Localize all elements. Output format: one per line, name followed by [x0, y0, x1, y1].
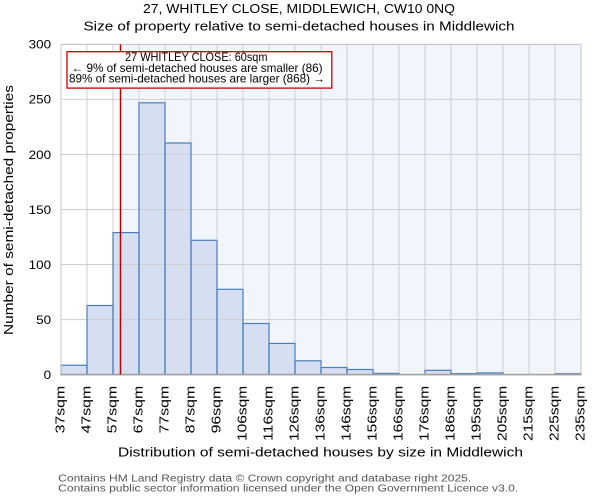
svg-text:186sqm: 186sqm — [444, 386, 458, 441]
svg-text:100: 100 — [29, 258, 52, 272]
svg-text:96sqm: 96sqm — [210, 386, 224, 434]
svg-text:106sqm: 106sqm — [236, 386, 250, 441]
svg-text:57sqm: 57sqm — [106, 386, 120, 434]
svg-text:250: 250 — [29, 93, 52, 107]
svg-text:116sqm: 116sqm — [262, 386, 276, 441]
svg-text:27, WHITLEY CLOSE, MIDDLEWICH,: 27, WHITLEY CLOSE, MIDDLEWICH, CW10 0NQ — [143, 2, 455, 16]
svg-text:300: 300 — [29, 38, 52, 52]
svg-text:166sqm: 166sqm — [392, 386, 406, 441]
svg-text:205sqm: 205sqm — [496, 386, 510, 441]
svg-text:126sqm: 126sqm — [288, 386, 302, 441]
svg-text:← 9% of semi-detached houses a: ← 9% of semi-detached houses are smaller… — [72, 61, 323, 75]
svg-text:136sqm: 136sqm — [314, 386, 328, 441]
svg-text:87sqm: 87sqm — [184, 386, 198, 434]
svg-text:146sqm: 146sqm — [340, 386, 354, 441]
svg-text:Number of semi-detached proper: Number of semi-detached properties — [2, 85, 16, 335]
svg-text:176sqm: 176sqm — [418, 386, 432, 441]
svg-text:50: 50 — [36, 313, 51, 327]
svg-text:225sqm: 225sqm — [548, 386, 562, 441]
svg-text:156sqm: 156sqm — [366, 386, 380, 441]
svg-text:195sqm: 195sqm — [470, 386, 484, 441]
svg-text:47sqm: 47sqm — [80, 386, 94, 434]
svg-text:150: 150 — [29, 203, 52, 217]
svg-text:89% of semi-detached houses ar: 89% of semi-detached houses are larger (… — [69, 71, 325, 85]
svg-text:67sqm: 67sqm — [132, 386, 146, 434]
svg-text:235sqm: 235sqm — [574, 386, 588, 441]
svg-text:200: 200 — [29, 148, 52, 162]
svg-text:77sqm: 77sqm — [158, 386, 172, 434]
svg-text:27 WHITLEY CLOSE: 60sqm: 27 WHITLEY CLOSE: 60sqm — [125, 50, 268, 64]
svg-text:37sqm: 37sqm — [54, 386, 68, 434]
svg-text:Size of property relative to s: Size of property relative to semi-detach… — [84, 20, 515, 34]
svg-text:Contains HM Land Registry data: Contains HM Land Registry data © Crown c… — [58, 473, 471, 484]
svg-text:0: 0 — [44, 368, 52, 382]
svg-text:Contains public sector informa: Contains public sector information licen… — [58, 483, 518, 494]
svg-text:215sqm: 215sqm — [522, 386, 536, 441]
svg-text:Distribution of semi-detached: Distribution of semi-detached houses by … — [118, 446, 523, 460]
